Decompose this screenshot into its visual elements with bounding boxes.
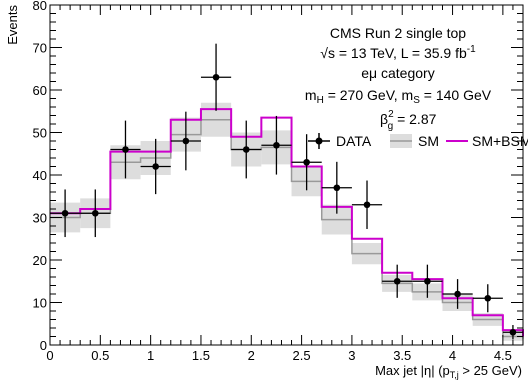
axis-tick-labels: 0 0.5 1 1.5 2 2.5 3 3.5 4 4.5 0 10 20 30 40 50 60 70 80	[33, 0, 512, 363]
legend-sm-label: SM	[418, 133, 439, 149]
legend: DATA SM SM+BSM	[308, 133, 528, 149]
y-tick-label: 40	[33, 168, 47, 183]
y-tick-label: 0	[40, 338, 47, 353]
data-point	[273, 141, 280, 149]
data-point	[393, 277, 401, 285]
legend-item-sm: SM	[390, 133, 439, 149]
data-point	[242, 146, 250, 153]
y-axis-title: Events	[5, 5, 20, 45]
data-points	[50, 43, 523, 340]
data-point	[152, 163, 159, 170]
x-tick-label: 1	[147, 348, 154, 363]
y-tick-label: 10	[33, 296, 47, 311]
x-tick-label: 0	[46, 348, 53, 363]
x-tick-label: 1.5	[192, 348, 210, 363]
y-tick-label: 30	[33, 211, 47, 226]
data-point	[182, 137, 190, 145]
data-point	[333, 184, 341, 192]
y-tick-label: 80	[33, 0, 47, 13]
data-point	[484, 294, 492, 302]
sm-step-path	[50, 119, 524, 339]
legend-data-label: DATA	[336, 133, 372, 149]
x-axis-title: Max jet |η| (pT,j > 25 GeV)	[375, 363, 522, 380]
legend-item-data: DATA	[308, 133, 372, 149]
annotation-block: CMS Run 2 single top √s = 13 TeV, L = 35…	[305, 25, 492, 132]
data-point	[454, 290, 461, 298]
annotation-masses: mH = 270 GeV, mS = 140 GeV	[305, 87, 492, 106]
data-point	[91, 209, 99, 217]
data-point	[363, 201, 371, 209]
data-point	[509, 328, 517, 336]
legend-item-sm-bsm: SM+BSM	[446, 133, 528, 149]
annotation-category: eμ category	[361, 65, 434, 81]
data-point	[212, 73, 220, 81]
y-tick-label: 50	[33, 126, 47, 141]
x-tick-label: 3	[348, 348, 355, 363]
y-tick-label: 70	[33, 41, 47, 56]
x-tick-label: 3.5	[393, 348, 411, 363]
y-tick-label: 60	[33, 83, 47, 98]
sm-step-line	[50, 119, 524, 339]
axis-ticks	[49, 4, 523, 346]
legend-sm-bsm-label: SM+BSM	[472, 133, 528, 149]
annotation-coupling: β2 g = 2.87	[380, 109, 437, 132]
data-point	[122, 146, 129, 153]
annotation-experiment: CMS Run 2 single top	[330, 25, 466, 41]
y-tick-label: 20	[33, 253, 47, 268]
x-tick-label: 4.5	[494, 348, 512, 363]
data-point	[61, 209, 69, 217]
x-tick-label: 0.5	[91, 348, 109, 363]
x-tick-label: 4	[449, 348, 456, 363]
data-point	[303, 158, 310, 166]
x-tick-label: 2	[248, 348, 255, 363]
x-tick-label: 2.5	[293, 348, 311, 363]
annotation-energy-lumi: √s = 13 TeV, L = 35.9 fb-1	[320, 44, 476, 61]
legend-data-marker	[315, 137, 323, 145]
data-point	[424, 277, 431, 285]
